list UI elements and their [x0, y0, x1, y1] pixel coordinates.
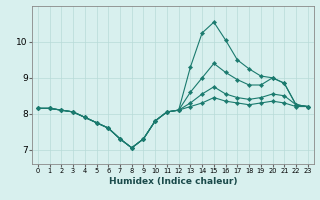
X-axis label: Humidex (Indice chaleur): Humidex (Indice chaleur) — [108, 177, 237, 186]
